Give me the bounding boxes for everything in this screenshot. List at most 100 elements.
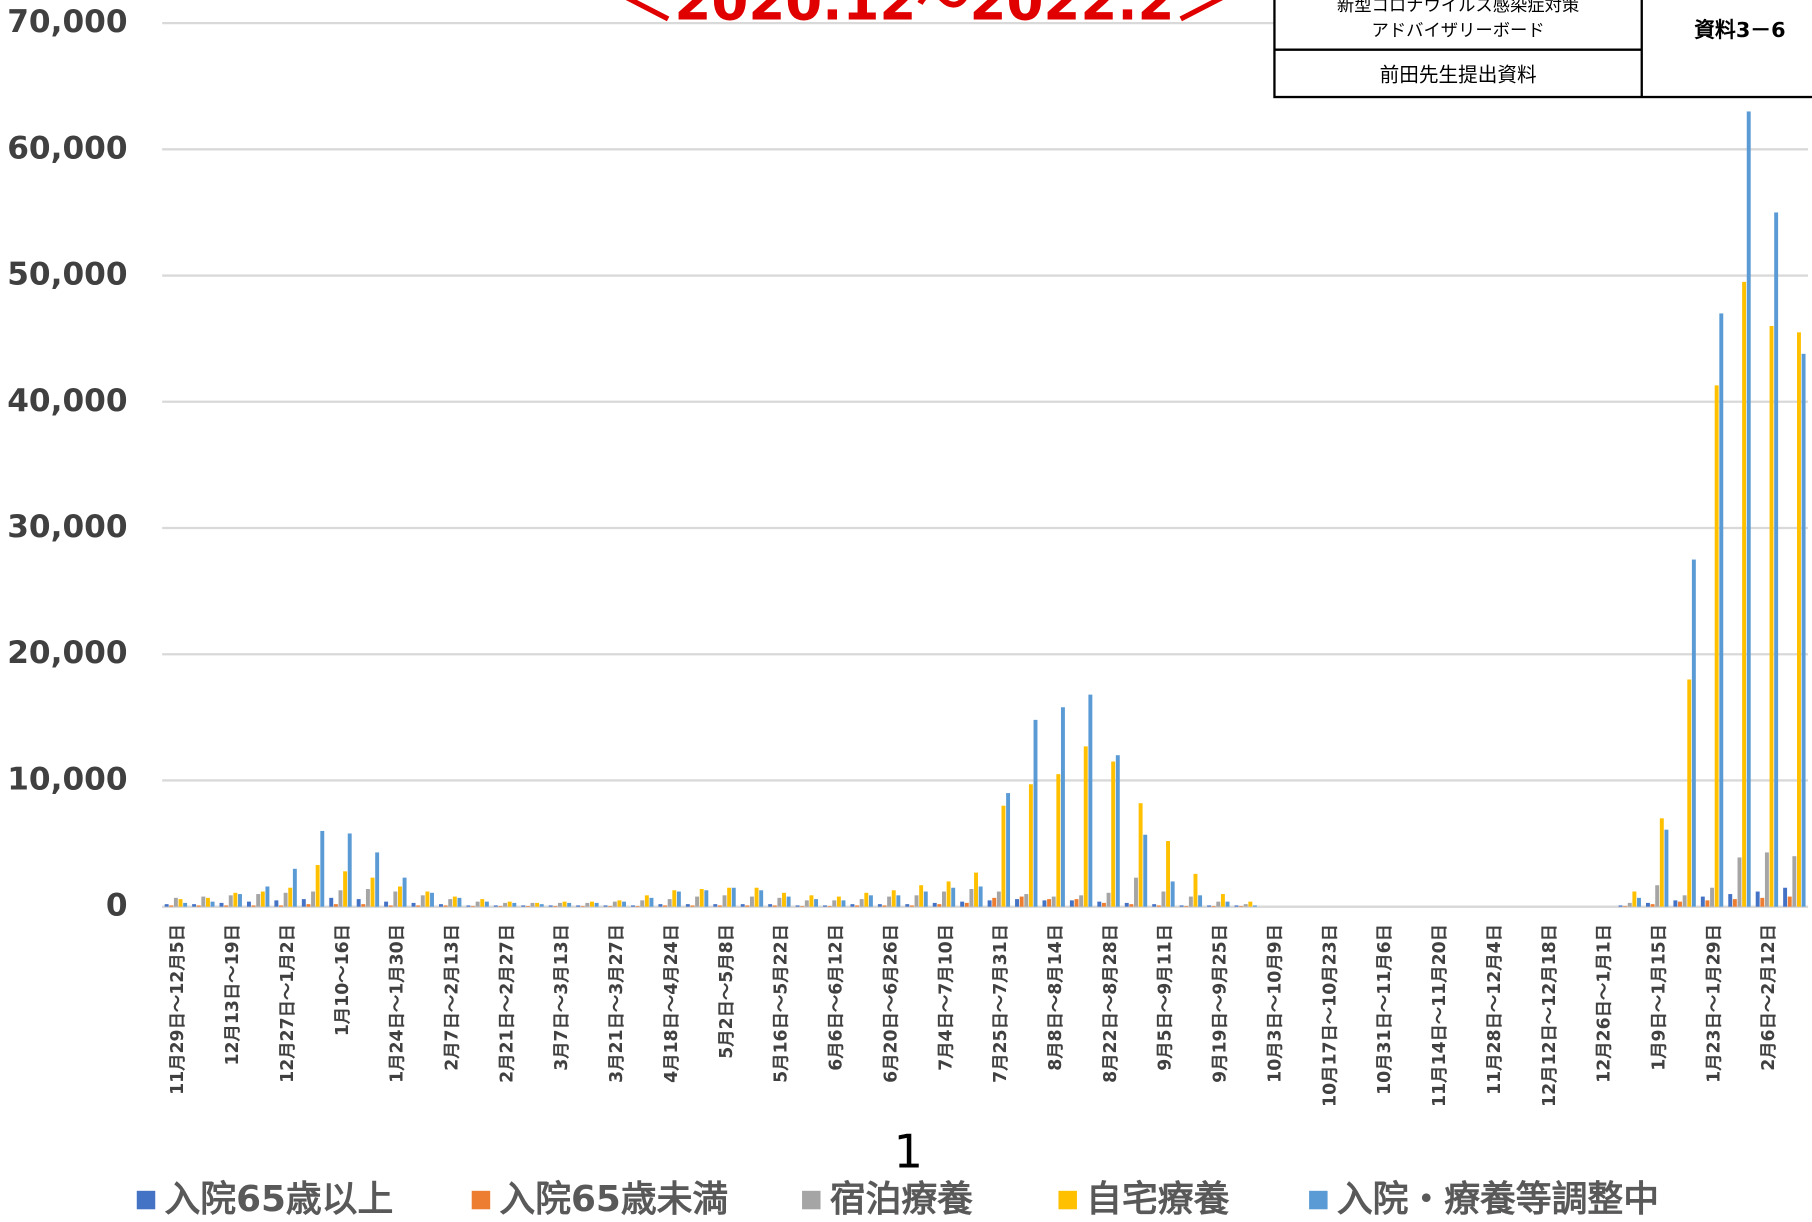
bar [946,881,951,907]
x-tick-label: 2月21日～2月27日 [497,924,517,1083]
bar [827,906,832,907]
legend-label: 宿泊療養 [830,1179,973,1220]
bar [251,905,256,907]
bar [896,895,901,907]
bar [1220,894,1225,907]
bar [493,905,498,907]
bar [1028,784,1033,907]
bar [1243,904,1248,907]
bar [919,885,924,907]
header-board: 新型コロナウイルス感染症対策 [1337,0,1579,16]
bar [1728,894,1733,907]
x-tick-label: 10月31日～11月6日 [1375,924,1395,1095]
x-tick-label: 12月26日～1月1日 [1595,924,1615,1083]
legend-label: 自宅療養 [1086,1178,1229,1220]
bar [964,902,969,907]
bar [590,901,594,907]
bar [292,868,297,907]
bar [622,901,626,907]
bar [1047,899,1052,907]
bar [612,901,617,907]
bar [169,905,174,907]
bar [576,905,581,907]
bar [768,904,773,907]
bar [823,905,827,907]
bar [1764,852,1769,907]
bar [343,871,348,907]
bar [228,895,233,907]
bar [814,899,819,907]
bar [1134,877,1138,907]
legend-swatch [1309,1190,1328,1210]
bar [1248,901,1253,907]
bar [1797,332,1801,907]
bar [868,895,873,907]
bar [1252,905,1257,907]
bar [996,891,1001,907]
bar [320,830,325,907]
bar [809,895,814,907]
x-tick-label: 2月7日～2月13日 [443,924,463,1071]
bar [535,902,540,907]
bar [727,887,732,907]
bar [909,905,914,907]
x-tick-label: 1月10～16日 [333,924,353,1036]
bar [1742,281,1747,907]
bar [923,891,928,907]
bar [219,902,224,907]
bar [1691,559,1696,907]
bar [1234,905,1239,907]
bar [1060,707,1065,907]
bar [306,904,311,907]
bar [1179,905,1184,907]
bar [1239,906,1244,907]
bar [283,892,288,907]
y-tick-label: 40,000 [7,383,127,419]
bar [800,906,805,907]
bar [475,901,480,907]
bar [1042,900,1047,907]
x-tick-label: 11月14日～11月20日 [1430,924,1450,1107]
bar [530,902,535,907]
bar [402,877,407,907]
bar [201,896,206,907]
bar [192,904,197,907]
bar [1138,803,1143,907]
bar [1632,891,1637,907]
legend-swatch [471,1190,491,1210]
bar [196,905,201,907]
bar [841,900,846,907]
bar [311,891,316,907]
bar [1746,111,1751,907]
bar [882,905,887,907]
bar [608,906,613,907]
bar [1143,834,1148,907]
header-presenter: 前田先生提出資料 [1380,64,1537,87]
y-tick-label: 10,000 [7,761,127,797]
bar [416,905,421,907]
bar [585,902,590,907]
bar [1678,901,1682,907]
y-tick-label: 70,000 [7,4,127,40]
bar [887,896,892,907]
bar [183,902,188,907]
bar [1198,895,1203,907]
bar [1101,902,1106,907]
bar [548,905,553,907]
x-tick-label: 12月13日～19日 [223,924,243,1066]
bar [1184,906,1189,907]
bar [411,902,416,907]
bar [777,897,782,907]
bar [836,896,841,907]
bar [1166,841,1171,907]
bar [471,906,475,907]
bar [859,899,864,907]
bar [1015,899,1019,907]
chart-title: ＜2020.12～2022.2＞ [621,0,1227,32]
bar [1783,887,1788,907]
bar [178,899,183,907]
bar [301,899,306,907]
bar [1673,900,1678,907]
x-tick-label: 9月19日～9月25日 [1211,924,1231,1083]
